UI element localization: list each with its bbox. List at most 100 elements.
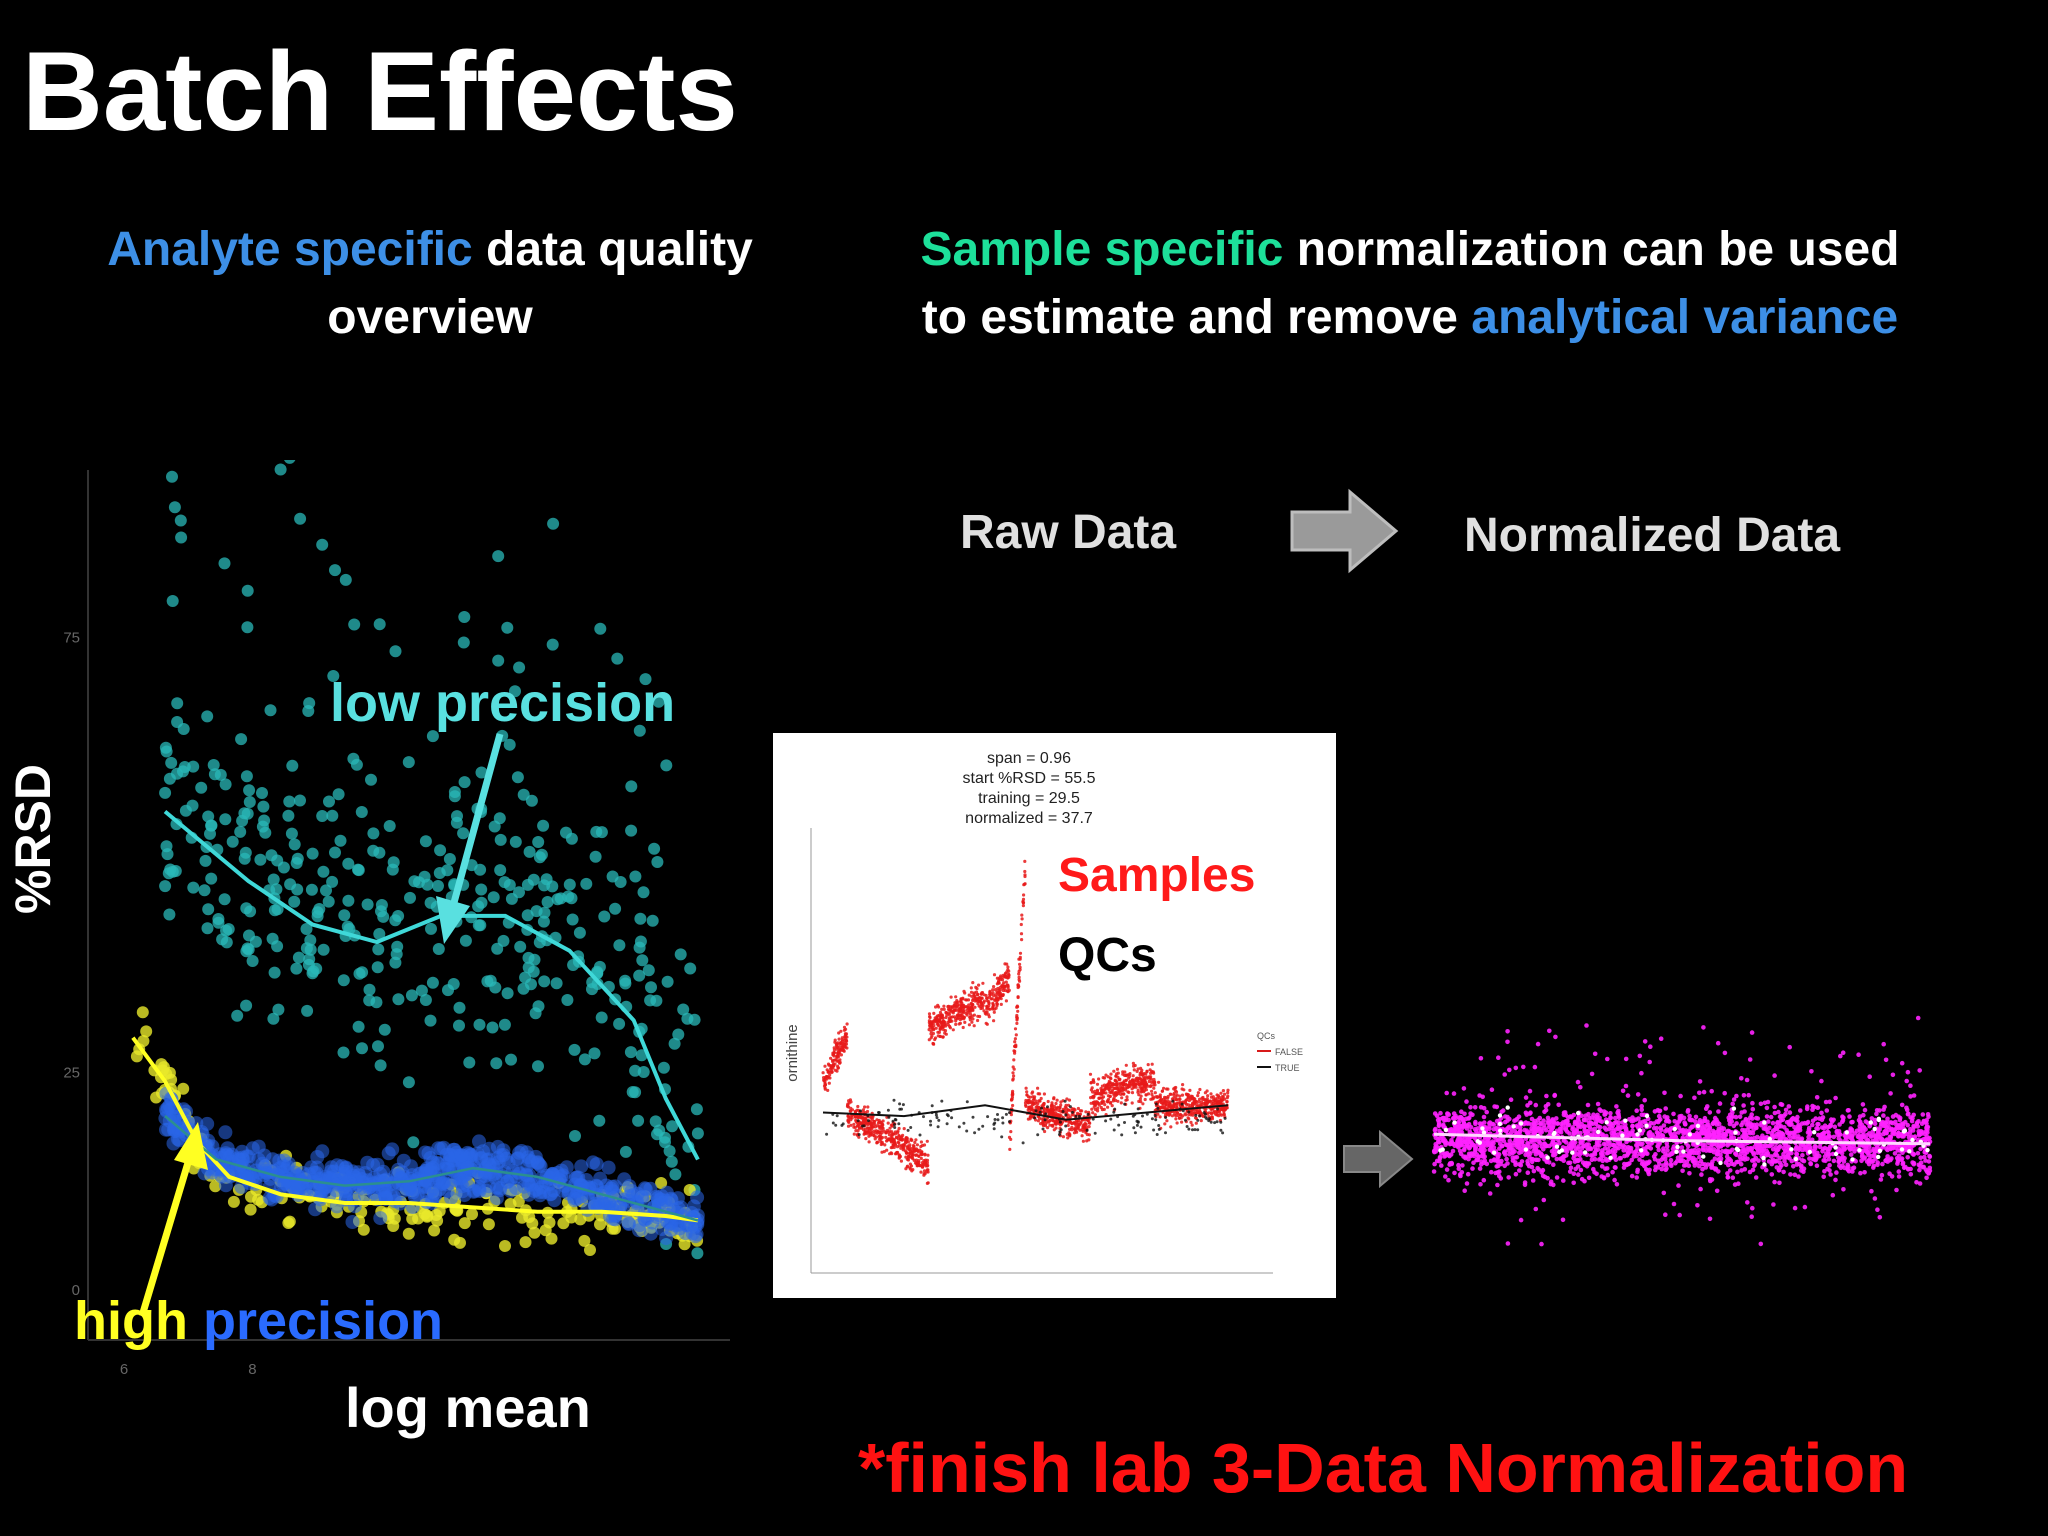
scatter-point [316, 538, 329, 551]
normalized-sample-point [1468, 1105, 1473, 1110]
normalized-sample-point [1514, 1155, 1520, 1160]
normalized-sample-point [1578, 1130, 1583, 1136]
raw-sample-point [937, 1018, 942, 1022]
raw-sample-point [854, 1129, 858, 1133]
scatter-point [661, 975, 674, 988]
raw-sample-point [823, 1087, 827, 1091]
raw-qc-point [1155, 1133, 1159, 1136]
raw-qc-point [1196, 1128, 1200, 1132]
raw-sample-point [1219, 1101, 1223, 1105]
raw-qc-point [1193, 1128, 1197, 1132]
scatter-point [501, 621, 514, 634]
raw-sample-point [1046, 1099, 1050, 1104]
raw-sample-point [951, 1028, 955, 1032]
raw-sample-point [832, 1050, 836, 1055]
raw-sample-point [1088, 1121, 1092, 1125]
raw-sample-point [1017, 972, 1021, 976]
raw-sample-point [1103, 1103, 1107, 1107]
scatter-point [424, 1014, 437, 1027]
raw-sample-point [1075, 1130, 1079, 1134]
scatter-point [421, 1146, 436, 1161]
raw-sample-point [1097, 1103, 1101, 1107]
raw-qc-point [1141, 1114, 1144, 1118]
raw-sample-point [1073, 1126, 1078, 1131]
raw-qc-point [1109, 1117, 1113, 1121]
scatter-point [458, 611, 471, 623]
scatter-point [282, 809, 295, 822]
raw-sample-point [1225, 1096, 1229, 1100]
raw-sample-point [1015, 1021, 1019, 1025]
raw-qc-point [992, 1122, 996, 1126]
raw-sample-point [1013, 1037, 1017, 1041]
normalized-sample-point [1505, 1241, 1511, 1246]
normalized-sample-point [1487, 1191, 1493, 1196]
scatter-point [568, 1043, 581, 1056]
scatter-point [303, 697, 316, 710]
raw-sample-point [1048, 1119, 1052, 1123]
scatter-point [177, 723, 190, 735]
raw-sample-point [1101, 1076, 1105, 1080]
scatter-point [463, 1056, 476, 1069]
raw-sample-point [857, 1115, 861, 1120]
raw-sample-point [1139, 1100, 1143, 1104]
raw-sample-point [920, 1153, 924, 1157]
raw-sample-point [836, 1041, 840, 1045]
normalized-sample-point [1869, 1188, 1874, 1194]
x-axis-label: log mean [345, 1376, 591, 1439]
scatter-point [205, 872, 218, 885]
raw-qc-point [1008, 1120, 1011, 1124]
left-header-text: data quality [472, 223, 753, 276]
raw-sample-point [1011, 1071, 1015, 1075]
raw-sample-point [952, 1004, 956, 1008]
raw-sample-point [1004, 974, 1008, 979]
scatter-point [267, 873, 280, 886]
normalized-sample-point [1661, 1190, 1667, 1196]
raw-sample-point [961, 1009, 965, 1013]
scatter-point [643, 1226, 658, 1241]
raw-sample-point [1088, 1072, 1093, 1076]
raw-sample-point [917, 1160, 921, 1164]
scatter-point [567, 959, 580, 971]
raw-qc-point [1219, 1128, 1223, 1132]
low-precision-arrow-icon [436, 733, 504, 944]
scatter-point [169, 865, 182, 877]
normalized-sample-point [1671, 1111, 1676, 1117]
normalized-sample-point [1527, 1088, 1533, 1094]
raw-sample-point [1146, 1092, 1151, 1096]
raw-sample-point [1190, 1123, 1194, 1127]
raw-qc-point [1154, 1102, 1158, 1106]
raw-sample-point [1144, 1093, 1148, 1097]
scatter-point [566, 913, 579, 926]
raw-sample-point [1019, 932, 1024, 936]
normalized-sample-point [1772, 1179, 1777, 1185]
raw-sample-point [1143, 1097, 1147, 1102]
raw-sample-point [984, 993, 988, 998]
scatter-point [578, 1053, 591, 1066]
scatter-point [373, 618, 386, 631]
raw-qc-point [1086, 1112, 1090, 1116]
scatter-point [569, 1130, 581, 1142]
normalized-sample-point [1758, 1101, 1764, 1107]
scatter-point [574, 1159, 589, 1174]
normalized-sample-point [1648, 1044, 1653, 1049]
raw-sample-point [1142, 1075, 1146, 1079]
raw-sample-point [1225, 1100, 1229, 1104]
raw-sample-point [932, 1011, 936, 1015]
scatter-point [637, 886, 650, 899]
scatter-point [307, 965, 320, 978]
right-header: Sample specific normalization can be use… [860, 216, 1960, 352]
raw-sample-point [968, 1018, 972, 1022]
raw-sample-point [1165, 1119, 1169, 1123]
normalized-sample-point [1669, 1163, 1674, 1168]
normalized-sample-point [1880, 1161, 1885, 1167]
scatter-point [337, 1166, 352, 1181]
scatter-point [638, 1182, 653, 1197]
raw-qc-point [965, 1129, 969, 1133]
raw-sample-point [976, 992, 980, 996]
normalized-sample-point [1495, 1138, 1501, 1143]
raw-sample-point [1147, 1075, 1151, 1079]
raw-sample-point [1016, 995, 1020, 999]
raw-sample-point [956, 1016, 960, 1020]
scatter-point [517, 788, 530, 801]
